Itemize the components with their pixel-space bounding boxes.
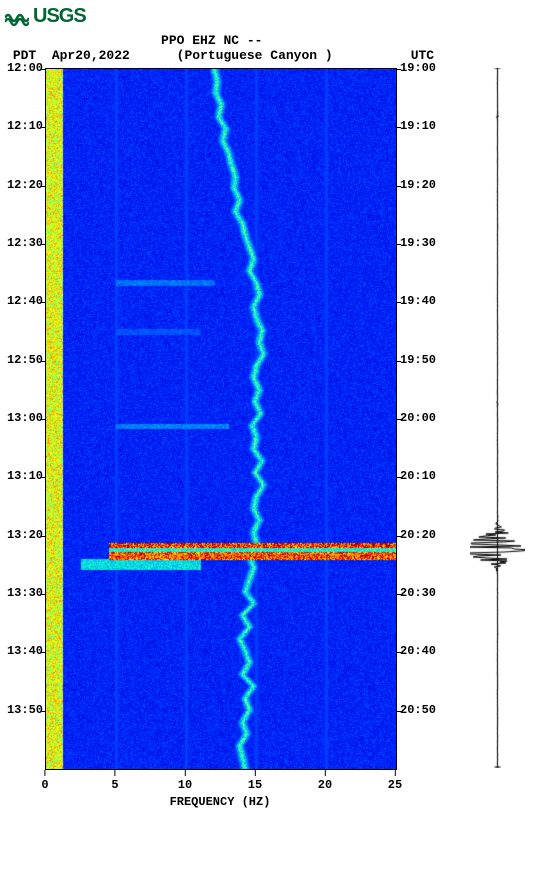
x-tick: 20 xyxy=(318,770,332,792)
y-right-label: 20:00 xyxy=(400,411,436,425)
y-right-label: 19:30 xyxy=(400,236,436,250)
y-axis-right-labels: 19:0019:1019:2019:3019:4019:5020:0020:10… xyxy=(400,68,460,768)
usgs-wave-icon xyxy=(5,8,29,26)
x-axis-label: FREQUENCY (HZ) xyxy=(45,795,395,809)
y-axis-left-labels: 12:0012:1012:2012:3012:4012:5013:0013:10… xyxy=(5,68,43,768)
y-right-label: 19:00 xyxy=(400,61,436,75)
y-left-label: 13:10 xyxy=(7,469,43,483)
y-right-label: 20:20 xyxy=(400,528,436,542)
y-left-label: 12:50 xyxy=(7,353,43,367)
y-right-label: 19:50 xyxy=(400,353,436,367)
x-tick: 25 xyxy=(388,770,402,792)
plot-header: PPO EHZ NC -- PDT Apr20,2022 (Portuguese… xyxy=(5,33,552,63)
date: Apr20,2022 xyxy=(52,48,130,63)
station-location: (Portuguese Canyon ) xyxy=(177,48,333,63)
seismogram-trace xyxy=(470,68,525,768)
y-right-label: 20:30 xyxy=(400,586,436,600)
y-left-label: 13:00 xyxy=(7,411,43,425)
y-left-label: 13:30 xyxy=(7,586,43,600)
station-code: PPO EHZ NC -- xyxy=(161,33,262,48)
y-right-label: 20:40 xyxy=(400,644,436,658)
y-left-label: 12:00 xyxy=(7,61,43,75)
y-right-label: 20:10 xyxy=(400,469,436,483)
y-right-label: 19:40 xyxy=(400,294,436,308)
usgs-logo-text: USGS xyxy=(33,5,86,28)
y-left-label: 12:20 xyxy=(7,178,43,192)
y-right-label: 19:20 xyxy=(400,178,436,192)
y-left-label: 13:40 xyxy=(7,644,43,658)
y-left-label: 12:40 xyxy=(7,294,43,308)
y-left-label: 13:20 xyxy=(7,528,43,542)
usgs-logo: USGS xyxy=(5,5,552,28)
x-tick: 5 xyxy=(111,770,118,792)
x-tick: 10 xyxy=(178,770,192,792)
y-left-label: 13:50 xyxy=(7,703,43,717)
x-tick: 0 xyxy=(41,770,48,792)
y-right-label: 19:10 xyxy=(400,119,436,133)
y-right-label: 20:50 xyxy=(400,703,436,717)
x-tick: 15 xyxy=(248,770,262,792)
spectrogram-frame xyxy=(45,68,397,770)
spectrogram-canvas xyxy=(46,69,396,769)
plot-area: 12:0012:1012:2012:3012:4012:5013:0013:10… xyxy=(45,68,545,809)
x-axis: 0510152025 xyxy=(45,770,395,795)
y-left-label: 12:10 xyxy=(7,119,43,133)
y-left-label: 12:30 xyxy=(7,236,43,250)
